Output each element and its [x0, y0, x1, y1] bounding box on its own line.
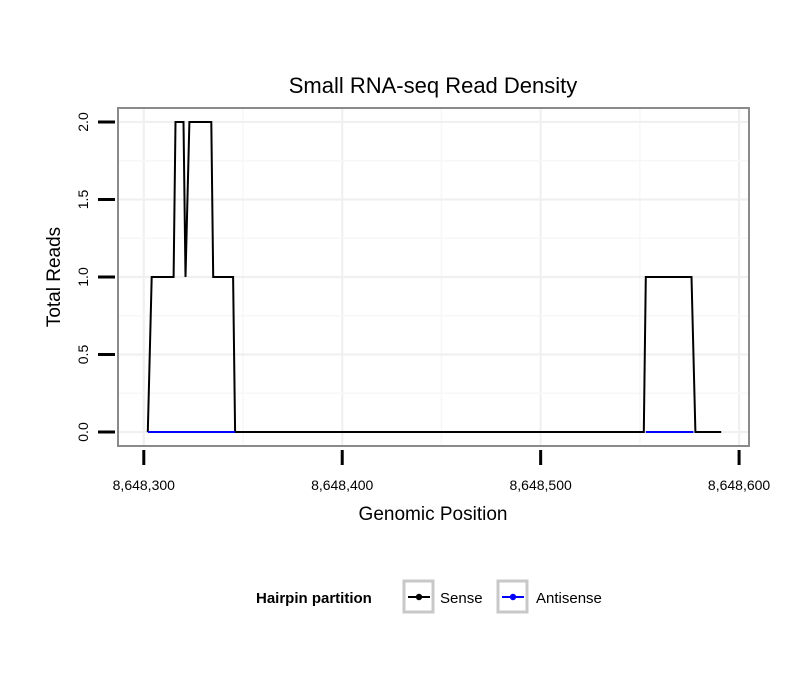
series-lines	[146, 121, 722, 433]
y-tick-label: 2.0	[75, 112, 91, 132]
legend-key-box-antisense	[496, 579, 529, 614]
legend-label-sense: Sense	[440, 590, 483, 607]
x-axis-title: Genomic Position	[359, 504, 508, 525]
legend-key-point-antisense	[509, 593, 517, 601]
axes: 8,648,300 8,648,400 8,648,500 8,648,600 0.0 0…	[75, 112, 770, 493]
y-tick-label: 0.0	[75, 422, 91, 442]
y-tick-label: 1.5	[75, 190, 91, 210]
y-axis-title: Total Reads	[44, 227, 65, 327]
series-line-sense	[146, 121, 722, 433]
legend-key-point-sense	[415, 593, 423, 601]
x-tick-label: 8,648,400	[311, 477, 373, 493]
x-tick-label: 8,648,500	[510, 477, 572, 493]
x-tick-label: 8,648,300	[113, 477, 175, 493]
y-tick-label: 1.0	[75, 267, 91, 287]
x-tick-label: 8,648,600	[708, 477, 770, 493]
chart-title: Small RNA-seq Read Density	[289, 73, 578, 98]
legend-label-antisense: Antisense	[536, 590, 602, 607]
y-tick-label: 0.5	[75, 345, 91, 365]
legend-key-box-sense	[402, 579, 435, 614]
plot-panel-border	[117, 107, 750, 447]
legend-title: Hairpin partition	[256, 590, 372, 607]
legend: Hairpin partition Sense Antisense	[256, 579, 602, 614]
